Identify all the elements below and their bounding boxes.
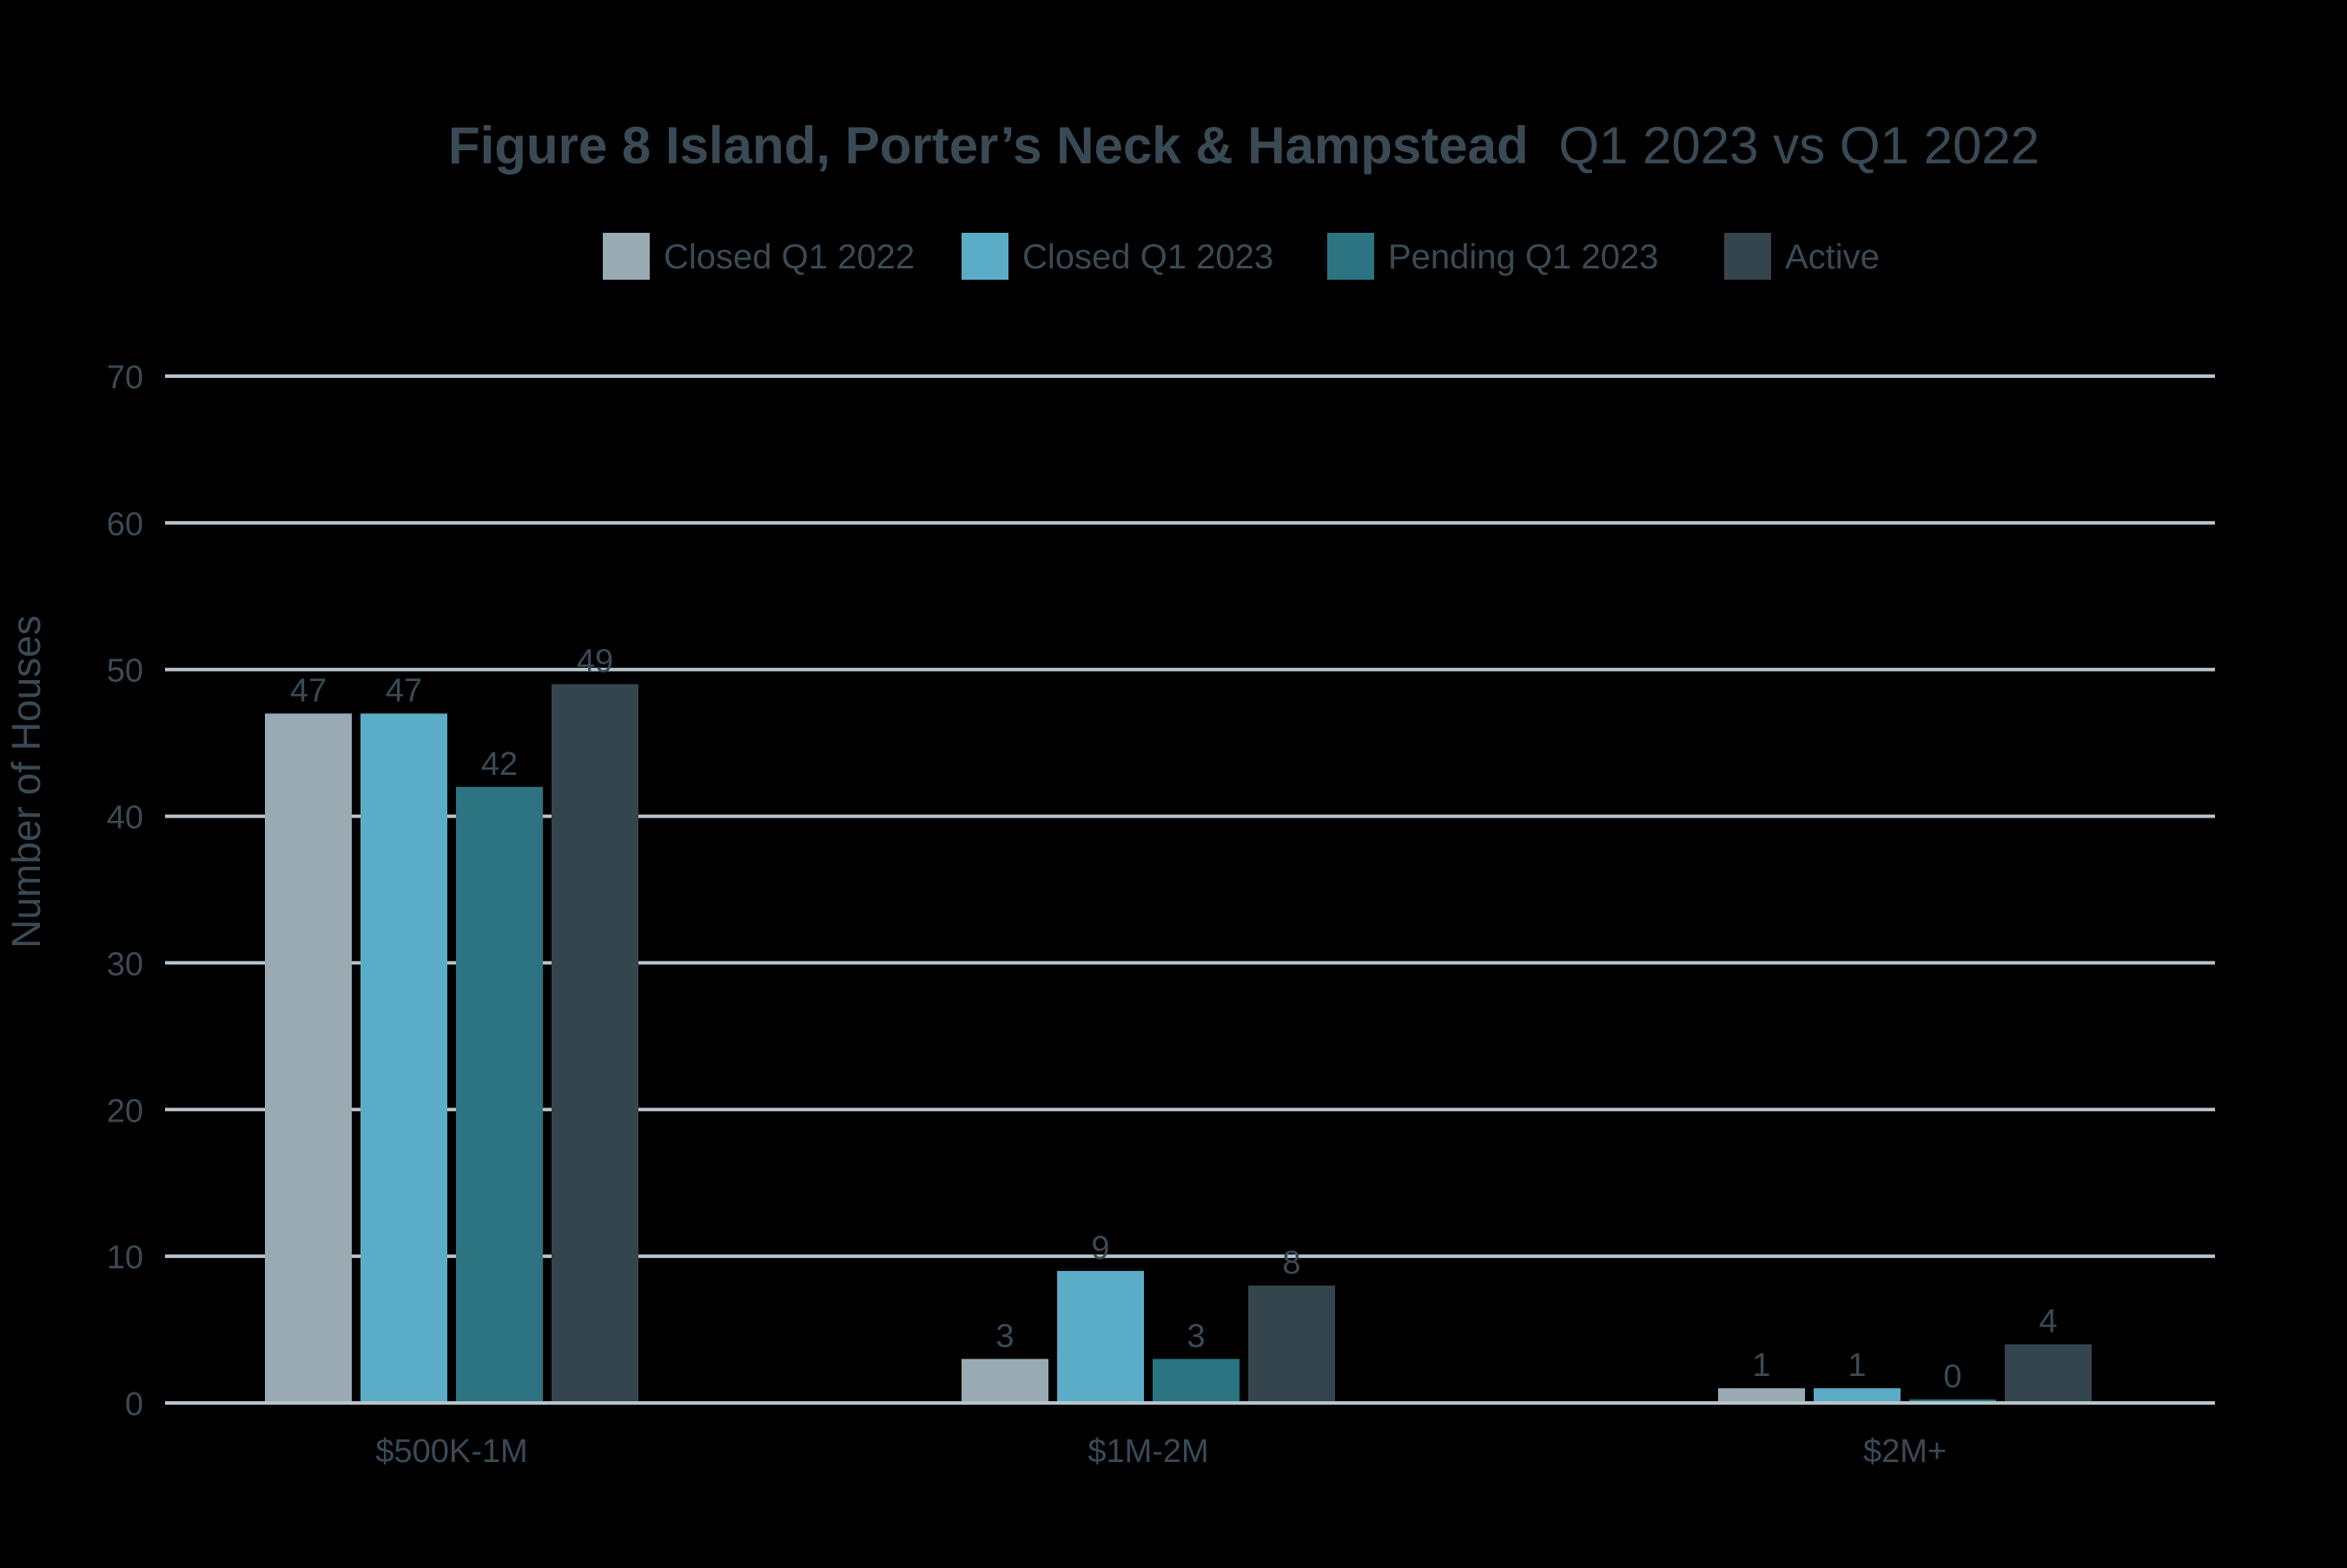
data-label: 42 [481, 746, 518, 783]
bar [360, 713, 447, 1403]
chart-title: Figure 8 Island, Porter’s Neck & Hampste… [448, 116, 2040, 175]
data-label: 49 [577, 644, 613, 680]
legend-label: Closed Q1 2022 [664, 238, 915, 276]
x-tick-label: $500K-1M [375, 1433, 527, 1470]
bar [1814, 1388, 1901, 1403]
legend: Closed Q1 2022 Closed Q1 2023 Pending Q1 2… [603, 233, 1880, 280]
legend-swatch [603, 233, 650, 280]
data-label: 8 [1282, 1245, 1300, 1281]
y-tick-label: 10 [107, 1240, 143, 1276]
bar [552, 684, 638, 1403]
y-tick-label: 60 [107, 506, 143, 543]
bar [1153, 1359, 1240, 1403]
data-label: 1 [1752, 1347, 1770, 1384]
bar [265, 713, 352, 1403]
bar [1057, 1271, 1144, 1403]
legend-swatch [1327, 233, 1374, 280]
bar [456, 786, 543, 1403]
legend-swatch [1724, 233, 1771, 280]
data-label: 9 [1091, 1230, 1109, 1267]
legend-item: Closed Q1 2023 [962, 233, 1273, 280]
legend-item: Pending Q1 2023 [1327, 233, 1658, 280]
chart-title-light: Q1 2023 vs Q1 2022 [1558, 116, 2040, 175]
legend-swatch [962, 233, 1008, 280]
data-label: 3 [1187, 1318, 1205, 1354]
x-axis-ticks: $500K-1M $1M-2M $2M+ [375, 1433, 1947, 1470]
y-tick-label: 70 [107, 360, 143, 396]
y-tick-label: 20 [107, 1093, 143, 1129]
legend-label: Closed Q1 2023 [1022, 238, 1273, 276]
x-tick-label: $1M-2M [1088, 1433, 1208, 1470]
y-tick-label: 30 [107, 946, 143, 982]
data-label: 47 [386, 672, 422, 709]
legend-label: Pending Q1 2023 [1388, 238, 1658, 276]
bar [1248, 1285, 1335, 1403]
data-label: 1 [1848, 1347, 1866, 1384]
y-tick-label: 50 [107, 653, 143, 690]
legend-label: Active [1785, 238, 1880, 276]
y-axis-ticks: 0 10 20 30 40 50 60 70 [107, 360, 143, 1423]
bar [1718, 1388, 1805, 1403]
data-label: 3 [995, 1318, 1014, 1354]
chart-title-bold: Figure 8 Island, Porter’s Neck & Hampste… [448, 116, 1529, 175]
y-tick-label: 0 [125, 1386, 143, 1423]
data-label: 47 [290, 672, 327, 709]
x-tick-label: $2M+ [1863, 1433, 1947, 1470]
legend-item: Active [1724, 233, 1880, 280]
y-tick-label: 40 [107, 800, 143, 837]
data-label: 0 [1943, 1359, 1961, 1395]
y-axis-label: Number of Houses [3, 615, 49, 949]
legend-item: Closed Q1 2022 [603, 233, 915, 280]
data-label: 4 [2039, 1303, 2057, 1340]
bars: 47 47 42 49 3 9 3 8 1 1 0 4 [265, 644, 2092, 1403]
bar [962, 1359, 1048, 1403]
bar [2005, 1344, 2092, 1403]
